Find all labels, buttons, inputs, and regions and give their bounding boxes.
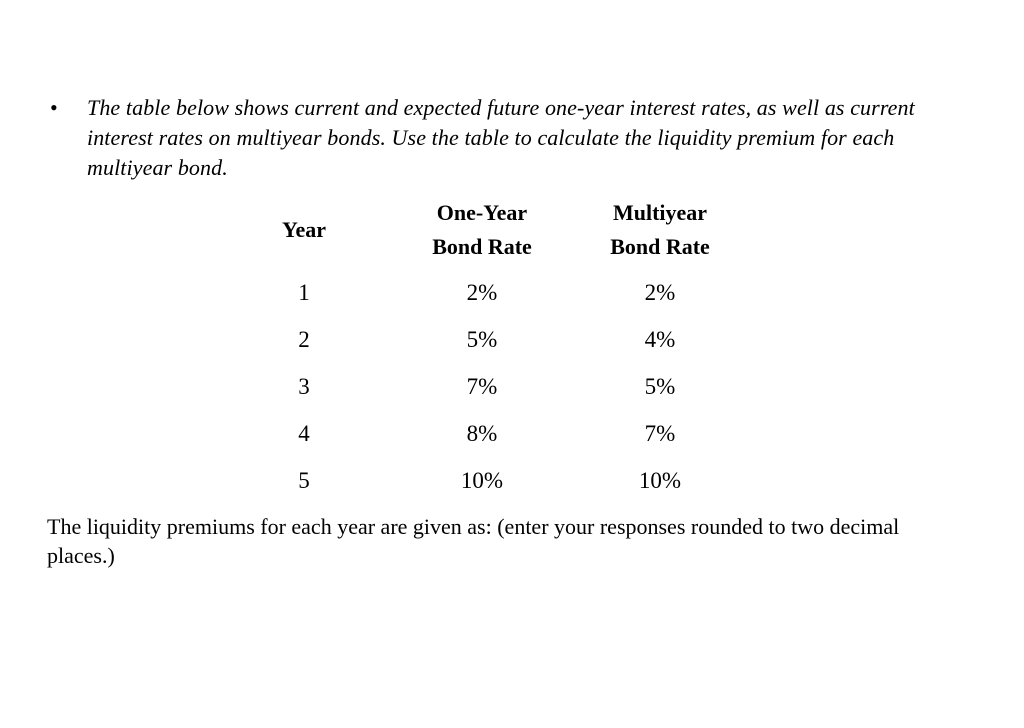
table-row: 5 10% 10% [240, 457, 724, 504]
problem-text: The table below shows current and expect… [87, 95, 915, 180]
one-year-rate-cell: 10% [460, 467, 504, 493]
one-year-rate-cell: 7% [466, 373, 498, 399]
one-year-rate-cell: 8% [466, 420, 498, 446]
year-cell: 2 [298, 326, 310, 352]
table-body: 1 2% 2% 2 5% 4% 3 7% 5% 4 8% 7% 5 10% [240, 269, 724, 504]
table-row: 4 8% 7% [240, 410, 724, 457]
table-row: 2 5% 4% [240, 316, 724, 363]
multiyear-rate-cell: 7% [644, 420, 676, 446]
column-header-multiyear-bond-rate: Multiyear Bond Rate [596, 196, 724, 264]
year-cell: 1 [298, 279, 310, 305]
year-header-label: Year [282, 217, 326, 242]
problem-statement: • The table below shows current and expe… [48, 93, 1024, 183]
table-header-row: Year One-Year Bond Rate Multiyear Bond R… [240, 196, 724, 264]
multiyear-header-line1: Multiyear [612, 200, 708, 225]
column-header-one-year-bond-rate: One-Year Bond Rate [368, 196, 596, 264]
column-header-year: Year [240, 196, 368, 264]
one-year-rate-cell: 5% [466, 326, 498, 352]
one-year-rate-cell: 2% [466, 279, 498, 305]
one-year-header-line2: Bond Rate [432, 234, 532, 259]
table-row: 1 2% 2% [240, 269, 724, 316]
multiyear-rate-cell: 10% [638, 467, 682, 493]
bullet-marker: • [50, 95, 58, 120]
one-year-header-line1: One-Year [436, 200, 528, 225]
multiyear-header-line2: Bond Rate [610, 234, 710, 259]
multiyear-rate-cell: 2% [644, 279, 676, 305]
year-cell: 4 [298, 420, 310, 446]
interest-rate-table: Year One-Year Bond Rate Multiyear Bond R… [240, 196, 724, 504]
year-cell: 5 [298, 467, 310, 493]
year-cell: 3 [298, 373, 310, 399]
multiyear-rate-cell: 5% [644, 373, 676, 399]
multiyear-rate-cell: 4% [644, 326, 676, 352]
table-row: 3 7% 5% [240, 363, 724, 410]
answer-instruction-text: The liquidity premiums for each year are… [47, 514, 900, 568]
